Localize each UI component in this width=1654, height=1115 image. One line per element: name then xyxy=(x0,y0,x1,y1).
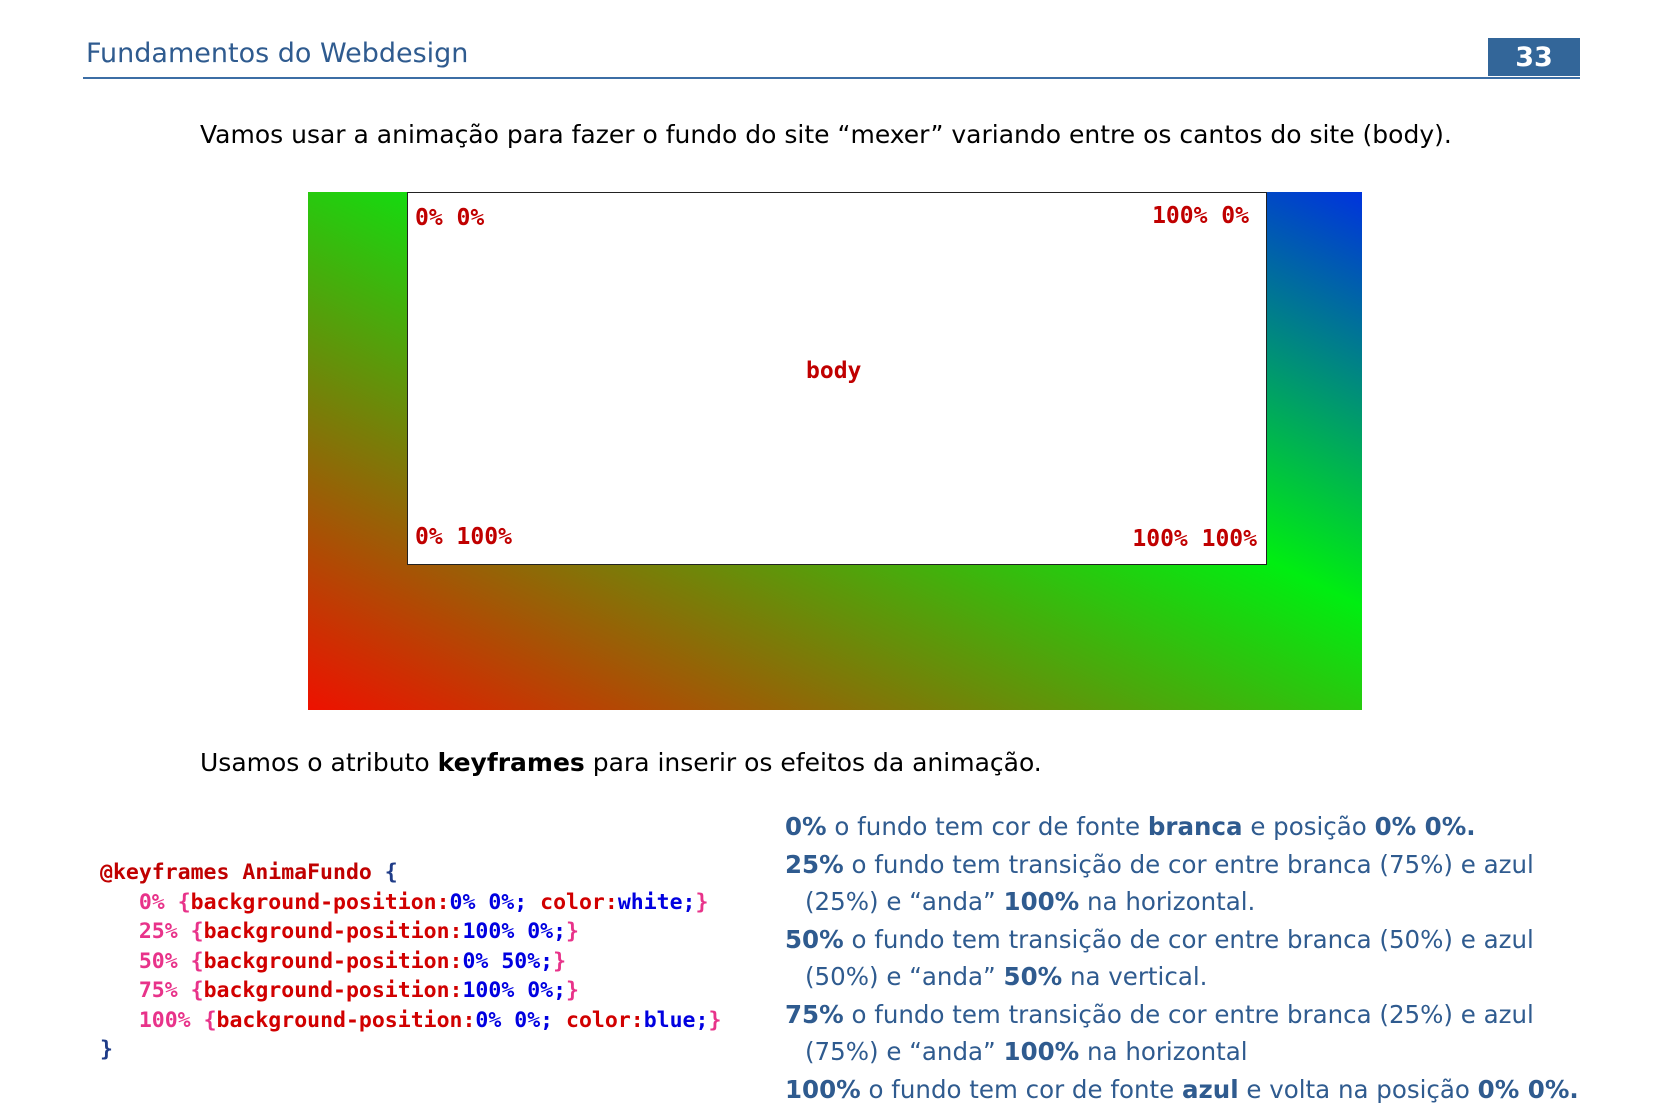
header-rule xyxy=(83,77,1580,79)
keyframes-keyword: keyframes xyxy=(437,748,585,777)
body-label: body xyxy=(806,358,862,384)
keyframes-paragraph: Usamos o atributo keyframes para inserir… xyxy=(200,748,1042,777)
code-line-frame-100: 100% {background-position:0% 0%; color:b… xyxy=(138,1007,722,1033)
explanation-row-25-cont: (25%) e “anda” 100% na horizontal. xyxy=(805,887,1256,916)
corner-bottom-right-label: 100% 100% xyxy=(1132,526,1257,552)
keyframes-text-before: Usamos o atributo xyxy=(200,748,438,777)
explanation-row-50-cont: (50%) e “anda” 50% na vertical. xyxy=(805,962,1208,991)
explanation-row-50: 50% o fundo tem transição de cor entre b… xyxy=(785,924,1534,954)
code-line-keyframes: @keyframes AnimaFundo { xyxy=(100,860,398,885)
code-line-frame-25: 25% {background-position:100% 0%;} xyxy=(138,919,579,944)
corner-top-right-label: 100% 0% xyxy=(1152,203,1249,229)
explanation-row-25: 25% o fundo tem transição de cor entre b… xyxy=(785,849,1534,879)
code-line-frame-0: 0% {background-position:0% 0%; color:whi… xyxy=(138,889,709,915)
page-number: 33 xyxy=(1488,38,1580,76)
explanation-row-75-cont: (75%) e “anda” 100% na horizontal xyxy=(805,1037,1248,1066)
corner-bottom-left-label: 0% 100% xyxy=(415,524,512,550)
code-line-frame-50: 50% {background-position:0% 50%;} xyxy=(138,948,567,974)
code-block: @keyframes AnimaFundo { 0% {background-p… xyxy=(100,858,721,1065)
explanation-row-0: 0% o fundo tem cor de fonte branca e pos… xyxy=(785,812,1476,841)
code-line-frame-75: 75% {background-position:100% 0%;} xyxy=(138,978,579,1003)
page-header-title: Fundamentos do Webdesign xyxy=(86,38,469,69)
explanation-row-75: 75% o fundo tem transição de cor entre b… xyxy=(785,999,1534,1029)
corner-top-left-label: 0% 0% xyxy=(415,205,485,231)
code-line-close: } xyxy=(100,1037,113,1062)
keyframes-text-after: para inserir os efeitos da animação. xyxy=(584,748,1042,777)
body-box: 0% 0% 100% 0% body 0% 100% 100% 100% xyxy=(407,192,1267,565)
explanation-list: 0% o fundo tem cor de fonte branca e pos… xyxy=(785,808,1635,1108)
intro-paragraph: Vamos usar a animação para fazer o fundo… xyxy=(200,120,1452,149)
explanation-row-100: 100% o fundo tem cor de fonte azul e vol… xyxy=(785,1074,1579,1104)
